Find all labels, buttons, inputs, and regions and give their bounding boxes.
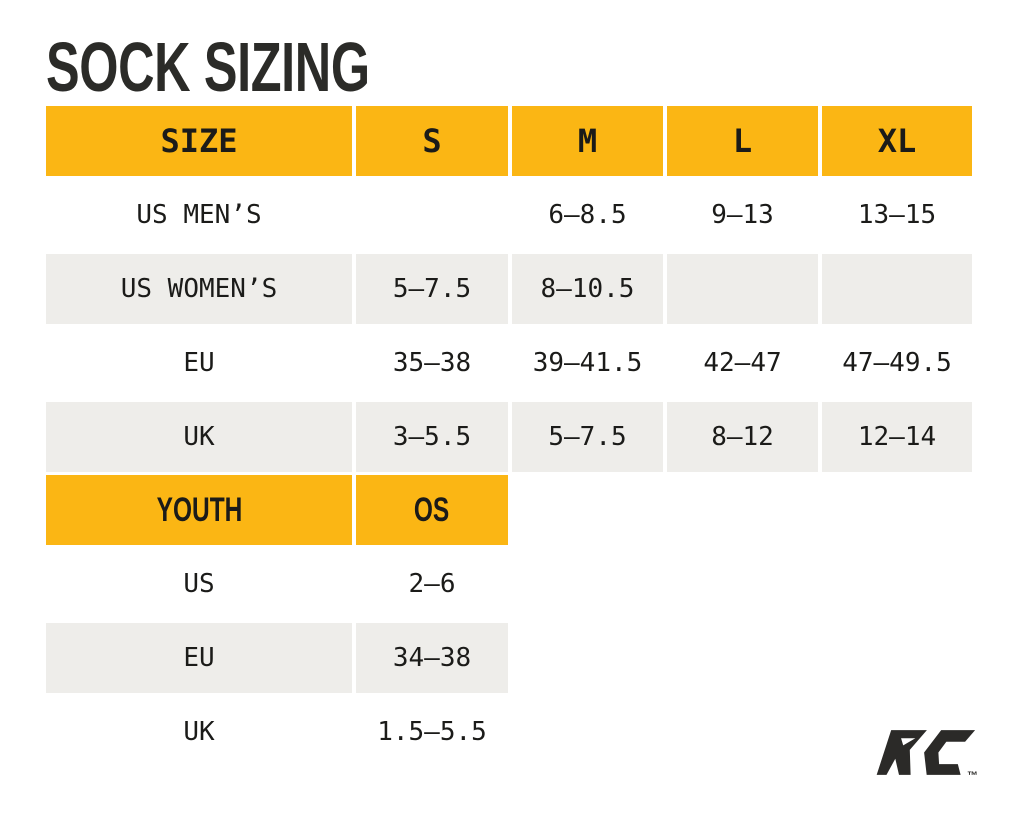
size-value: 42–47 [703, 348, 782, 378]
size-value: 34–38 [356, 623, 508, 693]
row-label: US [183, 569, 215, 599]
row-label: UK [183, 717, 215, 747]
size-value: 1.5–5.5 [377, 717, 487, 747]
youth-size-table: YOUTH OS US 2–6 EU 34–38 UK 1.5–5.5 [46, 475, 508, 767]
page-title: SOCK SIZING [46, 28, 370, 106]
column-header-size: SIZE [46, 106, 352, 176]
rc-logo-mark [876, 730, 976, 775]
size-value: 47–49.5 [842, 348, 952, 378]
size-value [822, 254, 972, 324]
size-value: 8–10.5 [512, 254, 663, 324]
column-header-l: L [667, 106, 818, 176]
size-value: 8–12 [667, 402, 818, 472]
row-label: EU [46, 623, 352, 693]
size-value: 13–15 [857, 200, 937, 230]
size-value: 35–38 [392, 348, 472, 378]
adult-size-table: SIZE S M L XL US MEN’S 6–8.5 9–13 13–15 US WOMEN’… [46, 106, 972, 472]
column-header-label: YOUTH [156, 490, 242, 529]
size-value: 3–5.5 [356, 402, 508, 472]
trademark-symbol: ™ [967, 770, 978, 782]
row-label: US MEN’S [136, 200, 262, 230]
rc-logo: ™ [876, 729, 978, 782]
size-value: 5–7.5 [356, 254, 508, 324]
size-value: 5–7.5 [512, 402, 663, 472]
column-header-m: M [512, 106, 663, 176]
row-label: UK [46, 402, 352, 472]
size-value: 39–41.5 [532, 348, 643, 378]
size-value [667, 254, 818, 324]
size-value [356, 180, 508, 250]
column-header-label: OS [414, 490, 450, 529]
size-value: 12–14 [822, 402, 972, 472]
column-header-youth: YOUTH [46, 475, 352, 545]
row-label: US WOMEN’S [46, 254, 352, 324]
size-value: 2–6 [408, 569, 456, 599]
column-header-xl: XL [822, 106, 972, 176]
row-label: EU [183, 348, 215, 378]
size-value: 9–13 [711, 200, 774, 230]
size-value: 6–8.5 [548, 200, 627, 230]
column-header-s: S [356, 106, 508, 176]
column-header-os: OS [356, 475, 508, 545]
